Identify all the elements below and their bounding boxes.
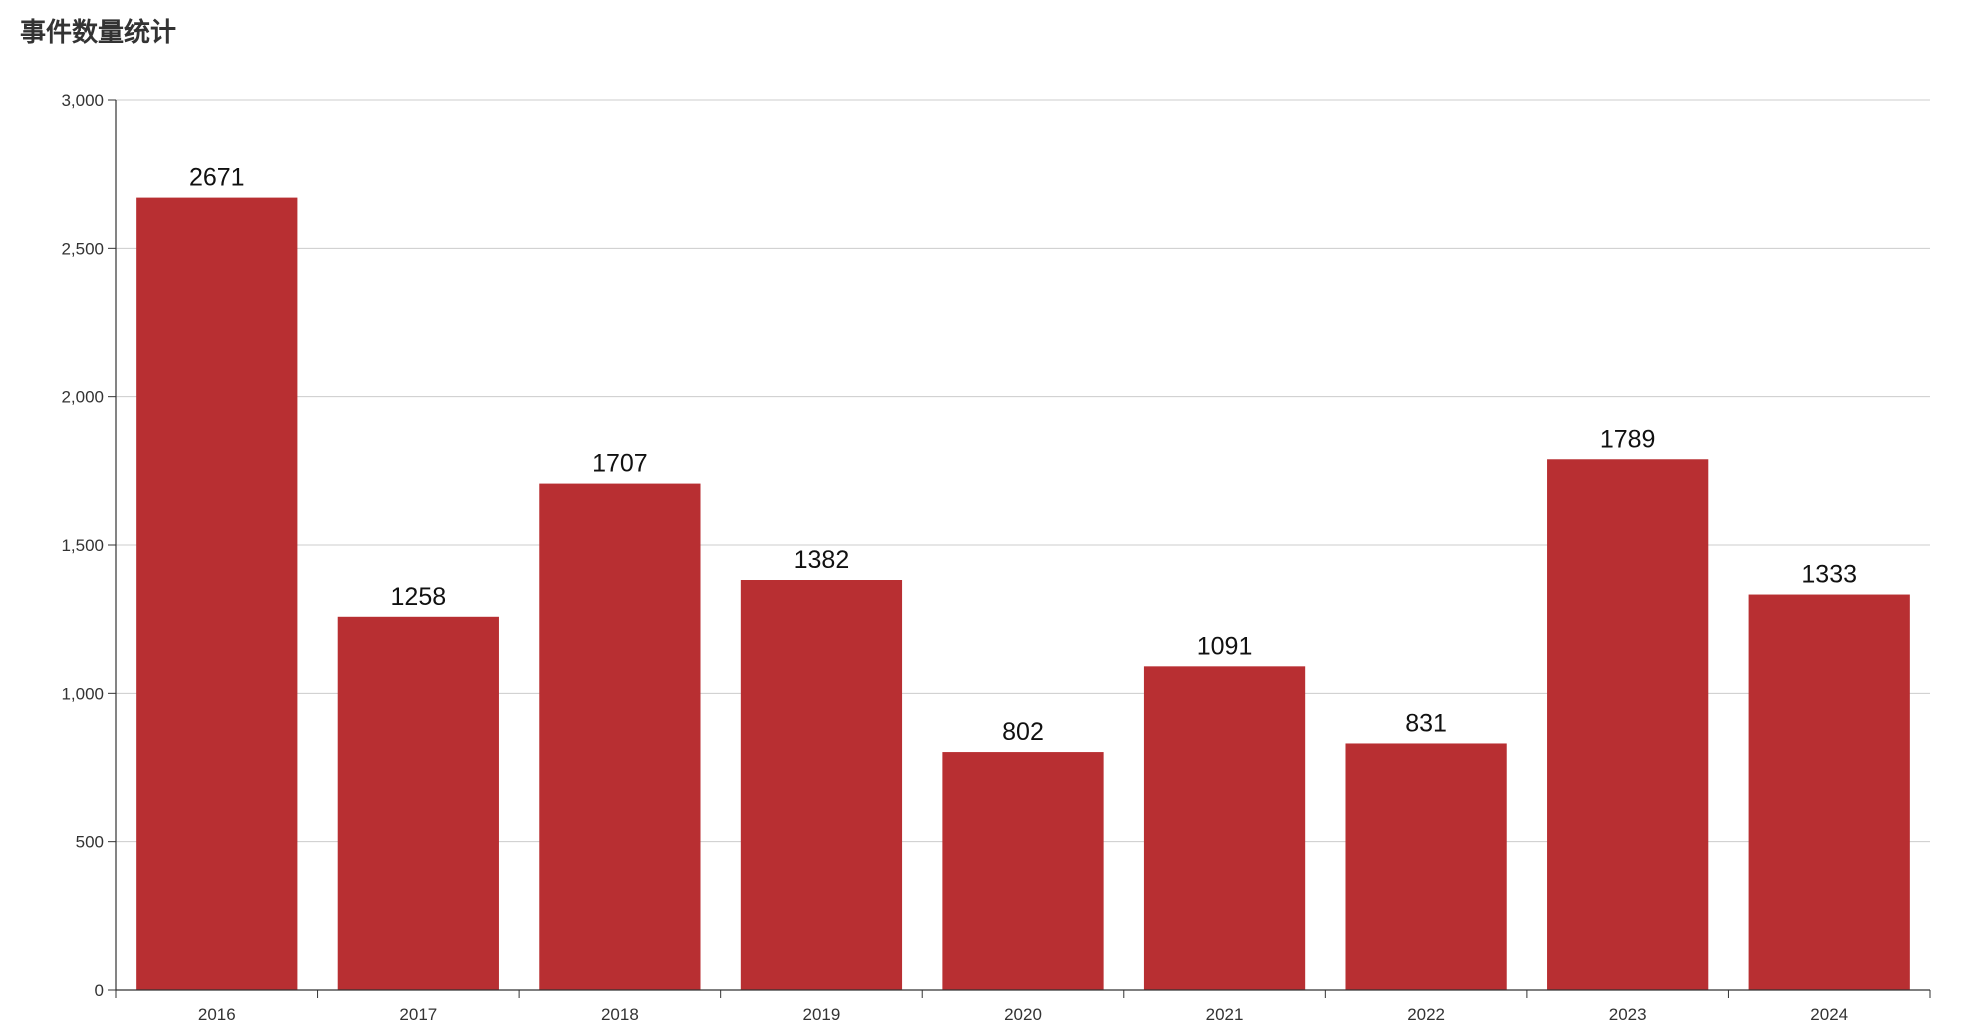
data-label: 802 <box>1002 718 1044 746</box>
data-label: 831 <box>1405 709 1447 737</box>
y-tick-label: 1,500 <box>61 536 104 555</box>
x-tick-label: 2020 <box>1004 1005 1042 1024</box>
x-tick-label: 2023 <box>1609 1005 1647 1024</box>
y-tick-label: 1,000 <box>61 684 104 703</box>
data-label: 1707 <box>592 450 648 478</box>
y-tick-label: 2,000 <box>61 388 104 407</box>
x-tick-label: 2017 <box>399 1005 437 1024</box>
chart-title: 事件数量统计 <box>20 18 177 48</box>
bar <box>1748 594 1910 990</box>
data-label: 1789 <box>1600 425 1656 453</box>
x-tick-label: 2022 <box>1407 1005 1445 1024</box>
x-tick-label: 2016 <box>198 1005 236 1024</box>
bar <box>1547 459 1709 991</box>
x-tick-label: 2021 <box>1206 1005 1244 1024</box>
bars <box>136 197 1910 991</box>
x-tick-label: 2024 <box>1810 1005 1848 1024</box>
data-label: 1382 <box>794 546 850 574</box>
bar <box>1345 743 1507 990</box>
data-label: 1091 <box>1197 632 1253 660</box>
x-tick-label: 2019 <box>803 1005 841 1024</box>
bar <box>136 197 298 990</box>
data-label: 2671 <box>189 164 245 192</box>
data-labels: 2671 1258 1707 1382 802 1091 831 1789 1333 <box>189 164 1857 746</box>
data-label: 1258 <box>391 583 447 611</box>
bar <box>1143 666 1306 990</box>
bar <box>942 752 1104 990</box>
bar <box>539 483 701 990</box>
x-tick-label: 2018 <box>601 1005 639 1024</box>
bar <box>337 616 499 990</box>
bar <box>740 580 903 990</box>
data-label: 1333 <box>1801 561 1857 589</box>
y-tick-label: 3,000 <box>61 91 104 110</box>
y-tick-label: 2,500 <box>61 239 104 258</box>
axes: 0 500 1,000 1,500 2,000 2,500 3,000 2016 2017 201… <box>61 91 1931 1024</box>
y-tick-label: 0 <box>95 981 104 1000</box>
y-tick-label: 500 <box>76 833 104 852</box>
